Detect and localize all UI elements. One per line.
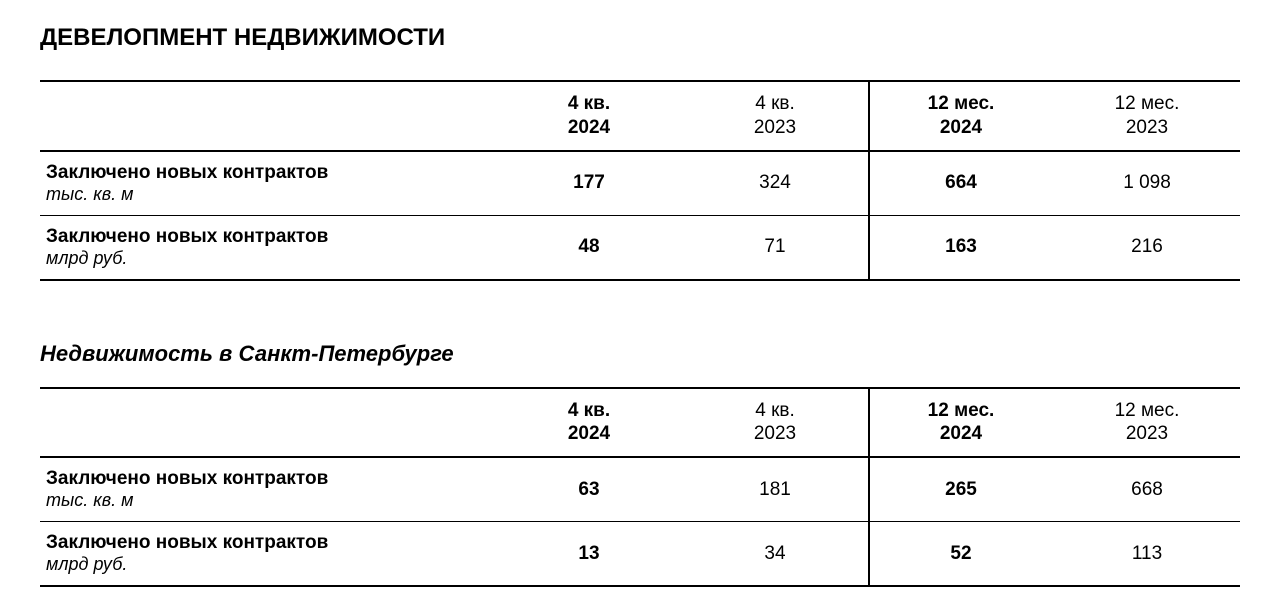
row-label: Заключено новых контрактов тыс. кв. м [40,457,496,522]
table-spb: 4 кв. 2024 4 кв. 2023 12 мес. 2024 12 ме… [40,387,1240,588]
table-development: 4 кв. 2024 4 кв. 2023 12 мес. 2024 12 ме… [40,80,1240,281]
table-row: Заключено новых контрактов млрд руб. 13 … [40,522,1240,587]
header-12m-2024: 12 мес. 2024 [868,388,1054,458]
cell-q4-2023: 71 [682,215,868,280]
row-label: Заключено новых контрактов млрд руб. [40,522,496,587]
cell-q4-2024: 177 [496,151,682,216]
header-q4-2023: 4 кв. 2023 [682,81,868,151]
page-title: ДЕВЕЛОПМЕНТ НЕДВИЖИМОСТИ [40,24,1240,52]
cell-12m-2023: 1 098 [1054,151,1240,216]
header-12m-2024: 12 мес. 2024 [868,81,1054,151]
cell-q4-2024: 63 [496,457,682,522]
cell-q4-2024: 48 [496,215,682,280]
header-q4-2024: 4 кв. 2024 [496,81,682,151]
table-header-row: 4 кв. 2024 4 кв. 2023 12 мес. 2024 12 ме… [40,81,1240,151]
header-blank [40,81,496,151]
cell-q4-2023: 181 [682,457,868,522]
header-blank [40,388,496,458]
cell-q4-2023: 324 [682,151,868,216]
header-12m-2023: 12 мес. 2023 [1054,388,1240,458]
cell-12m-2024: 265 [868,457,1054,522]
row-label: Заключено новых контрактов тыс. кв. м [40,151,496,216]
cell-q4-2023: 34 [682,522,868,587]
cell-12m-2023: 113 [1054,522,1240,587]
table-row: Заключено новых контрактов млрд руб. 48 … [40,215,1240,280]
cell-12m-2024: 664 [868,151,1054,216]
table-row: Заключено новых контрактов тыс. кв. м 17… [40,151,1240,216]
cell-12m-2023: 668 [1054,457,1240,522]
header-q4-2023: 4 кв. 2023 [682,388,868,458]
header-12m-2023: 12 мес. 2023 [1054,81,1240,151]
cell-12m-2023: 216 [1054,215,1240,280]
header-q4-2024: 4 кв. 2024 [496,388,682,458]
table-header-row: 4 кв. 2024 4 кв. 2023 12 мес. 2024 12 ме… [40,388,1240,458]
row-label: Заключено новых контрактов млрд руб. [40,215,496,280]
cell-q4-2024: 13 [496,522,682,587]
cell-12m-2024: 163 [868,215,1054,280]
cell-12m-2024: 52 [868,522,1054,587]
table-row: Заключено новых контрактов тыс. кв. м 63… [40,457,1240,522]
section-subtitle: Недвижимость в Санкт-Петербурге [40,341,1240,367]
